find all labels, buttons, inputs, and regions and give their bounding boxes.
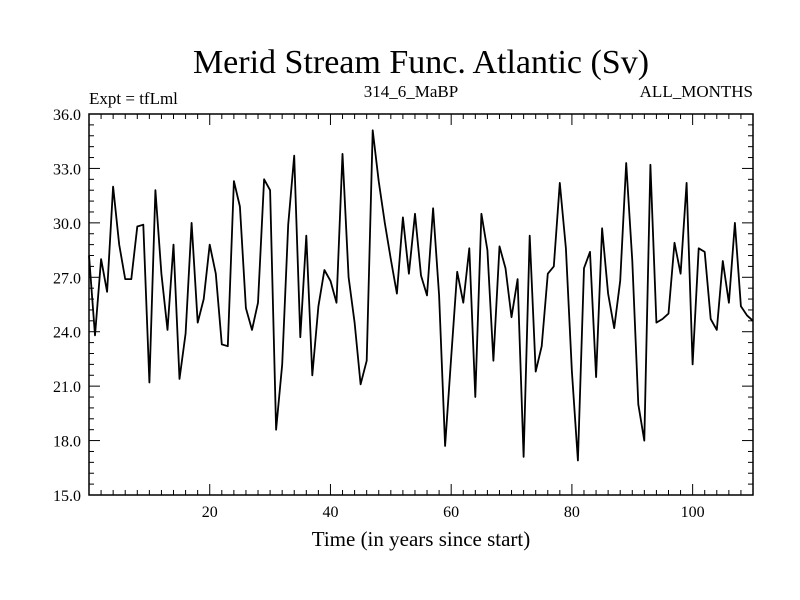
x-tick-label: 100 (681, 504, 705, 521)
x-tick-label: 80 (564, 504, 580, 521)
axis-ticks (89, 113, 753, 496)
chart-title: Merid Stream Func. Atlantic (Sv) (193, 44, 649, 81)
y-tick-label: 18.0 (53, 434, 81, 451)
y-tick-label: 36.0 (53, 107, 81, 124)
series-line (88, 129, 754, 462)
y-tick-label: 27.0 (53, 270, 81, 287)
y-tick-label: 30.0 (53, 216, 81, 233)
y-tick-label: 21.0 (53, 379, 81, 396)
experiment-id-label: 314_6_MaBP (364, 82, 458, 101)
x-tick-label: 40 (322, 504, 338, 521)
x-tick-label: 60 (443, 504, 459, 521)
axis-tick-labels: 15.0 18.0 21.0 24.0 27.0 30.0 33.0 36.0 20 40 60 80… (53, 107, 705, 521)
y-tick-label: 24.0 (53, 325, 81, 342)
plot-frame (88, 113, 754, 496)
y-tick-label: 15.0 (53, 488, 81, 505)
y-tick-label: 33.0 (53, 161, 81, 178)
months-label: ALL_MONTHS (640, 82, 753, 101)
x-axis-label: Time (in years since start) (312, 527, 531, 551)
experiment-label: Expt = tfLml (89, 89, 178, 108)
x-tick-label: 20 (202, 504, 218, 521)
